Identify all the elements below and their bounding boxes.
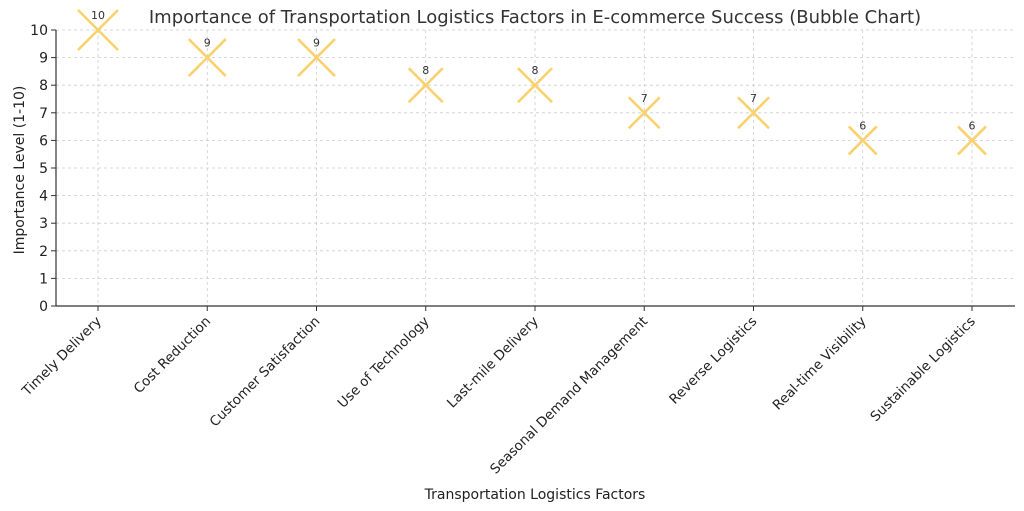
y-tick-label: 1	[39, 271, 48, 287]
data-label: 10	[91, 9, 105, 22]
x-axis-label: Transportation Logistics Factors	[424, 487, 646, 503]
data-point-marker	[77, 9, 119, 51]
data-label: 9	[204, 37, 211, 50]
data-label: 6	[859, 119, 866, 132]
data-label: 8	[532, 64, 539, 77]
y-tick-label: 4	[39, 189, 48, 205]
y-tick-label: 0	[39, 299, 48, 315]
data-point-marker	[627, 96, 661, 130]
x-tick-label: Real-time Visibility	[770, 314, 870, 414]
y-tick-label: 10	[30, 23, 48, 39]
x-tick-label: Use of Technology	[335, 314, 433, 412]
data-point-marker	[297, 38, 336, 78]
y-tick-label: 3	[39, 216, 48, 232]
grid-layer	[56, 29, 1015, 307]
data-point-marker	[187, 38, 227, 78]
y-tick-label: 2	[39, 244, 48, 260]
data-point-marker	[847, 125, 878, 156]
data-point-marker	[407, 67, 444, 104]
data-point-marker	[517, 67, 553, 104]
x-tick-label: Reverse Logistics	[666, 314, 760, 408]
y-axis-label: Importance Level (1-10)	[12, 86, 28, 255]
x-tick-label: Cost Reduction	[131, 314, 214, 397]
data-label: 7	[641, 92, 648, 105]
data-label: 6	[969, 119, 976, 132]
axis-layer	[51, 29, 1015, 311]
x-tick-label: Sustainable Logistics	[867, 314, 978, 425]
x-tick-label: Timely Delivery	[18, 314, 104, 400]
x-tick-label: Customer Satisfaction	[207, 314, 324, 431]
data-point-marker	[737, 96, 770, 130]
data-label: 9	[313, 37, 320, 50]
y-tick-label: 6	[39, 133, 48, 149]
y-tick-label: 8	[39, 78, 48, 94]
markers	[77, 9, 987, 156]
chart-title: Importance of Transportation Logistics F…	[149, 7, 921, 28]
y-tick-label: 7	[39, 106, 48, 122]
data-label: 8	[422, 64, 429, 77]
y-tick-labels: 0 1 2 3 4 5 6 7 8 9 10	[30, 23, 48, 315]
x-tick-label: Last-mile Delivery	[444, 314, 542, 412]
data-labels: 10 9 9 8 8 7 7 6 6	[91, 9, 976, 132]
y-tick-label: 9	[39, 51, 48, 67]
data-label: 7	[750, 92, 757, 105]
y-tick-label: 5	[39, 161, 48, 177]
data-point-marker	[957, 125, 987, 156]
